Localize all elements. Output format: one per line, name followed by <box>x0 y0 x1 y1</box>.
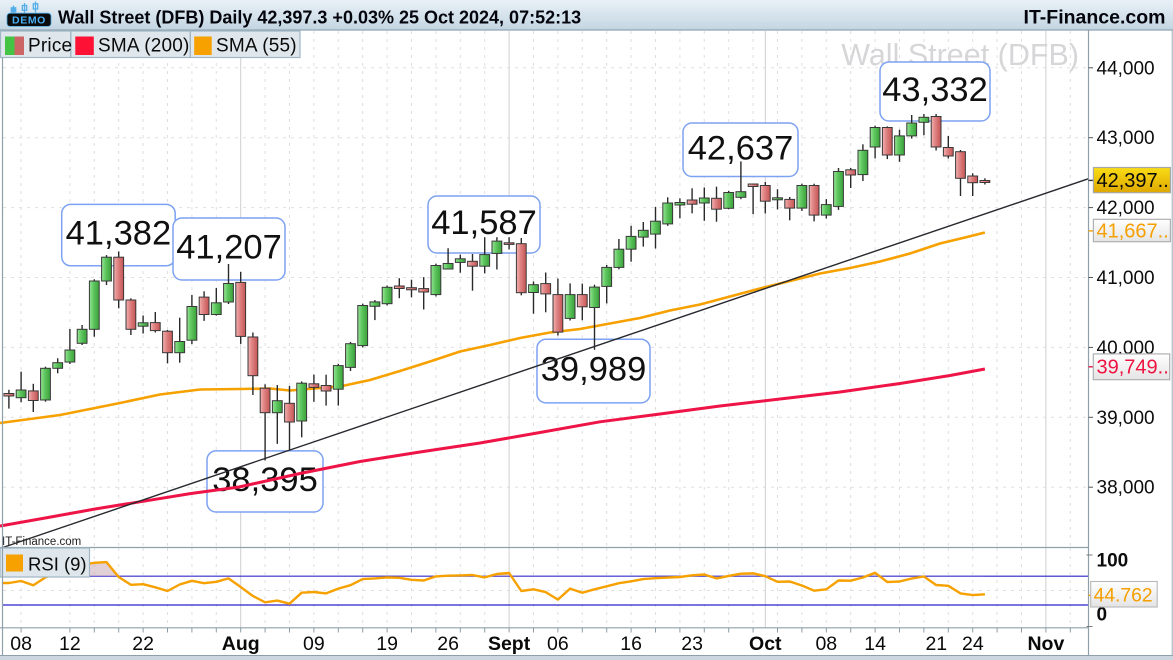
svg-text:IT-Finance.com: IT-Finance.com <box>1024 7 1166 29</box>
svg-text:SMA (200): SMA (200) <box>98 36 190 57</box>
svg-text:43,332: 43,332 <box>882 71 988 109</box>
svg-text:22: 22 <box>132 633 154 655</box>
svg-text:23: 23 <box>681 633 703 655</box>
svg-text:41,382: 41,382 <box>66 215 172 253</box>
svg-text:DEMO: DEMO <box>12 15 46 27</box>
svg-text:21: 21 <box>925 633 947 655</box>
svg-text:41,207: 41,207 <box>176 229 282 267</box>
svg-text:SMA (55): SMA (55) <box>216 36 297 57</box>
svg-text:RSI (9): RSI (9) <box>28 554 87 575</box>
svg-text:19: 19 <box>376 633 398 655</box>
svg-text:08: 08 <box>815 633 837 655</box>
svg-text:44.762: 44.762 <box>1094 586 1153 607</box>
svg-text:Oct: Oct <box>749 633 782 655</box>
svg-text:09: 09 <box>303 633 325 655</box>
svg-text:08: 08 <box>10 633 32 655</box>
svg-text:26: 26 <box>437 633 459 655</box>
svg-text:06: 06 <box>547 633 569 655</box>
svg-text:16: 16 <box>620 633 642 655</box>
svg-text:0: 0 <box>1097 605 1108 626</box>
svg-text:Wall Street (DFB) Daily 42,397: Wall Street (DFB) Daily 42,397.3 +0.03% … <box>58 8 581 28</box>
svg-text:39,989: 39,989 <box>541 351 647 389</box>
svg-text:14: 14 <box>864 633 886 655</box>
svg-text:IT-Finance.com: IT-Finance.com <box>2 536 81 548</box>
svg-text:12: 12 <box>59 633 81 655</box>
svg-text:42,637: 42,637 <box>688 129 794 167</box>
svg-text:41,667..: 41,667.. <box>1097 221 1169 243</box>
svg-text:39,749..: 39,749.. <box>1097 357 1169 379</box>
svg-text:Nov: Nov <box>1027 633 1064 655</box>
svg-text:41,000: 41,000 <box>1097 268 1155 289</box>
svg-text:Sept: Sept <box>488 633 531 655</box>
svg-text:43,000: 43,000 <box>1097 128 1155 149</box>
svg-text:39,000: 39,000 <box>1097 408 1155 429</box>
svg-text:42,000: 42,000 <box>1097 198 1155 219</box>
svg-text:Price: Price <box>28 36 72 57</box>
svg-text:42,397..: 42,397.. <box>1097 170 1169 192</box>
svg-text:24: 24 <box>962 633 984 655</box>
svg-text:44,000: 44,000 <box>1097 58 1155 79</box>
svg-text:38,000: 38,000 <box>1097 478 1155 499</box>
svg-text:41,587: 41,587 <box>431 204 537 242</box>
svg-text:Aug: Aug <box>222 633 260 655</box>
svg-text:100: 100 <box>1097 551 1129 572</box>
